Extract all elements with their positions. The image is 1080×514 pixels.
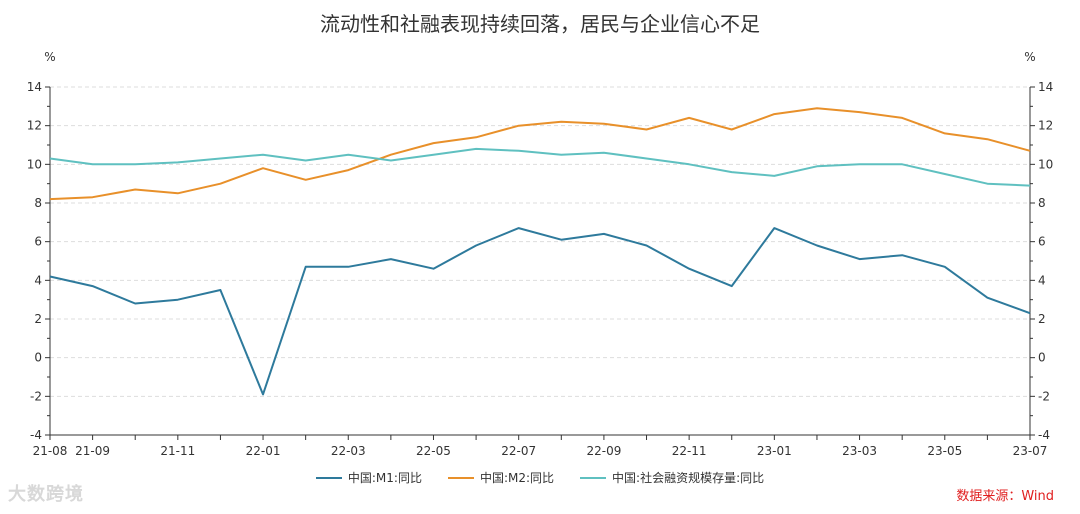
series-line-2 — [49, 107, 1031, 201]
y-axis-unit-right: % — [1024, 50, 1035, 64]
legend-label-tsf: 中国:社会融资规模存量:同比 — [612, 471, 765, 485]
legend-label-m1: 中国:M1:同比 — [347, 471, 422, 485]
series-line-1 — [49, 227, 1031, 396]
y-axis-unit-left: % — [44, 50, 55, 64]
legend-item-m1[interactable]: 中国:M1:同比 — [315, 469, 422, 486]
x-tick-label: 21-09 — [75, 444, 110, 458]
y-tick-label-right: 4 — [1038, 273, 1046, 287]
y-tick-label-left: 14 — [27, 80, 42, 94]
x-tick-label: 23-05 — [927, 444, 962, 458]
y-tick-label-right: 0 — [1038, 351, 1046, 365]
y-tick-label-left: -2 — [30, 389, 42, 403]
chart-title: 流动性和社融表现持续回落，居民与企业信心不足 — [320, 12, 760, 36]
x-tick-label: 21-11 — [160, 444, 195, 458]
legend-item-tsf[interactable]: 中国:社会融资规模存量:同比 — [580, 469, 764, 486]
y-tick-label-left: 8 — [34, 196, 42, 210]
legend-swatch-tsf — [580, 476, 607, 479]
x-tick-label: 22-03 — [331, 444, 366, 458]
y-tick-label-right: 8 — [1038, 196, 1046, 210]
x-tick-label: 23-03 — [842, 444, 877, 458]
data-source: 数据来源：Wind — [956, 489, 1054, 504]
y-tick-label-right: 10 — [1038, 157, 1053, 171]
watermark-logo: 大数跨境 — [8, 484, 84, 505]
y-tick-label-right: 14 — [1038, 80, 1053, 94]
y-tick-label-left: -4 — [30, 428, 42, 442]
legend-swatch-m1 — [315, 476, 342, 479]
series-line-3 — [49, 147, 1031, 187]
y-tick-label-right: 6 — [1038, 235, 1046, 249]
y-tick-label-left: 2 — [34, 312, 42, 326]
x-tick-label: 22-01 — [246, 444, 281, 458]
legend-swatch-m2 — [447, 476, 474, 479]
legend-item-m2[interactable]: 中国:M2:同比 — [447, 469, 555, 486]
x-tick-label: 22-07 — [501, 444, 536, 458]
x-tick-label: 22-05 — [416, 444, 451, 458]
chart-legend: 中国:M1:同比 中国:M2:同比 中国:社会融资规模存量:同比 — [0, 469, 1080, 486]
y-tick-label-left: 12 — [27, 119, 42, 133]
x-tick-label: 22-11 — [672, 444, 707, 458]
x-tick-label: 22-09 — [586, 444, 621, 458]
x-tick-label: 21-08 — [33, 444, 68, 458]
y-tick-label-right: 2 — [1038, 312, 1046, 326]
x-tick-label: 23-01 — [757, 444, 792, 458]
x-tick-label: 23-07 — [1013, 444, 1048, 458]
legend-label-m2: 中国:M2:同比 — [479, 471, 555, 485]
y-tick-label-right: 12 — [1038, 119, 1053, 133]
y-tick-label-right: -2 — [1038, 389, 1050, 403]
y-tick-label-left: 4 — [34, 273, 42, 287]
y-tick-label-left: 0 — [34, 351, 42, 365]
y-tick-label-left: 6 — [34, 235, 42, 249]
y-tick-label-right: -4 — [1038, 428, 1050, 442]
y-tick-label-left: 10 — [27, 157, 42, 171]
